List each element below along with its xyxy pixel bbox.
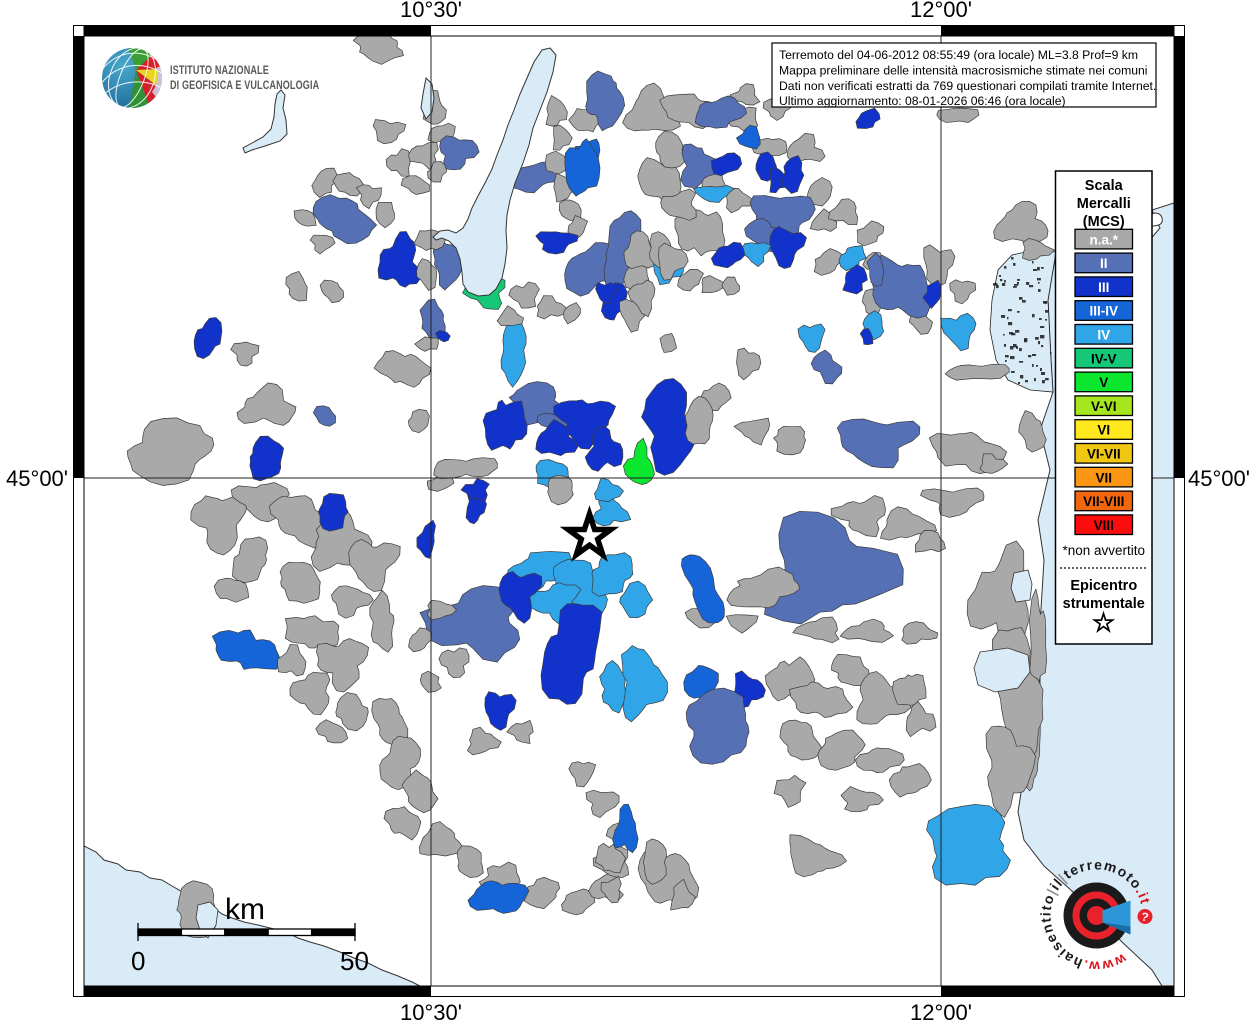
svg-text:Ultimo aggiornamento: 08-01-20: Ultimo aggiornamento: 08-01-2026 06:46 (… [779,94,1066,108]
svg-text:III: III [1098,280,1109,295]
svg-text:II: II [1100,256,1108,271]
svg-text:(MCS): (MCS) [1083,214,1125,230]
svg-text:?: ? [1140,909,1150,924]
svg-text:Terremoto del 04-06-2012 08:55: Terremoto del 04-06-2012 08:55:49 (ora l… [779,48,1138,62]
svg-text:strumentale: strumentale [1063,596,1145,612]
svg-text:VII-VIII: VII-VIII [1083,494,1124,509]
svg-text:DI GEOFISICA E VULCANOLOGIA: DI GEOFISICA E VULCANOLOGIA [170,79,319,93]
svg-text:n.a.*: n.a.* [1089,232,1118,247]
svg-text:VII: VII [1095,470,1112,485]
svg-text:Scala: Scala [1085,178,1124,194]
svg-text:VI-VII: VI-VII [1087,447,1121,462]
svg-text:Mappa preliminare delle intens: Mappa preliminare delle intensità macros… [779,64,1148,78]
svg-text:50: 50 [340,946,369,976]
svg-text:12°00': 12°00' [910,1000,972,1024]
svg-text:V: V [1099,375,1108,390]
svg-text:12°00': 12°00' [910,0,972,22]
svg-text:V-VI: V-VI [1091,399,1117,414]
svg-text:III-IV: III-IV [1089,304,1118,319]
svg-text:Epicentro: Epicentro [1070,578,1137,594]
svg-text:*non avvertito: *non avvertito [1062,543,1145,558]
svg-text:Dati non verificati estratti d: Dati non verificati estratti da 769 ques… [779,79,1156,93]
svg-text:Mercalli: Mercalli [1077,196,1131,212]
svg-text:10°30': 10°30' [400,1000,462,1024]
svg-text:10°30': 10°30' [400,0,462,22]
svg-text:45°00': 45°00' [6,466,68,491]
svg-text:IV: IV [1097,328,1110,343]
svg-text:VIII: VIII [1094,518,1114,533]
svg-text:ISTITUTO NAZIONALE: ISTITUTO NAZIONALE [170,64,269,78]
svg-text:45°00': 45°00' [1188,466,1250,491]
svg-text:VI: VI [1097,423,1110,438]
svg-text:IV-V: IV-V [1091,351,1117,366]
svg-text:0: 0 [131,946,145,976]
svg-text:km: km [225,893,265,926]
